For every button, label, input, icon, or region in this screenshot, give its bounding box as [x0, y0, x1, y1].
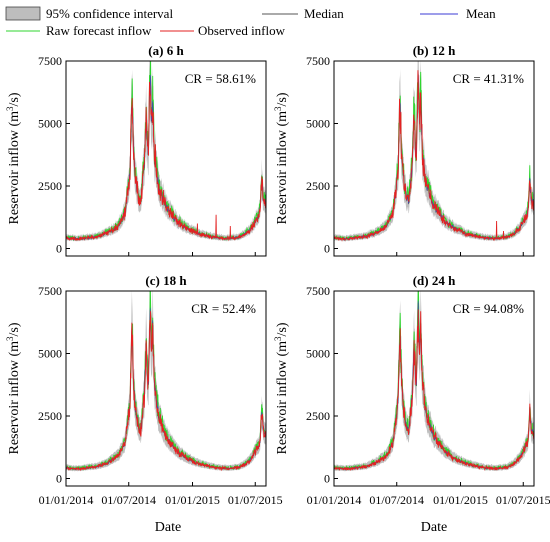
observed-line	[334, 70, 534, 242]
observed-line	[66, 311, 266, 472]
y-tick-label: 2500	[38, 409, 62, 423]
chart-panel-2: 0 2500 5000 7500 (b) 12 h CR = 41.31% Reservoi…	[273, 43, 535, 257]
plot-area	[334, 291, 534, 472]
y-axis-label: Reservoir inflow (m3/s)	[5, 92, 22, 224]
x-tick-label: 01/07/2015	[496, 493, 550, 507]
panel-title: (d) 24 h	[413, 273, 456, 288]
cr-annotation: CR = 58.61%	[185, 71, 256, 86]
plot-area	[66, 61, 266, 242]
y-tick-label: 7500	[38, 284, 62, 298]
cr-annotation: CR = 41.31%	[453, 71, 524, 86]
y-tick-label: 0	[56, 472, 62, 486]
x-axis-label-right: Date	[421, 520, 447, 535]
x-tick-label: 01/01/2015	[433, 493, 488, 507]
x-axis-label-left: Date	[155, 520, 181, 535]
x-tick-label: 01/01/2014	[39, 493, 94, 507]
legend-ci-label: 95% confidence interval	[46, 6, 173, 21]
x-tick-label: 01/07/2014	[369, 493, 424, 507]
x-tick-label: 01/01/2014	[307, 493, 362, 507]
y-tick-label: 2500	[38, 179, 62, 193]
y-tick-label: 2500	[306, 409, 330, 423]
plot-frame	[65, 60, 267, 257]
observed-line	[334, 309, 534, 472]
plot-frame	[65, 290, 267, 487]
legend-mean-label: Mean	[466, 6, 496, 21]
y-tick-label: 2500	[306, 179, 330, 193]
legend-obs-label: Observed inflow	[198, 23, 286, 38]
y-axis-label: Reservoir inflow (m3/s)	[5, 322, 22, 454]
y-tick-label: 7500	[38, 54, 62, 68]
legend-raw-label: Raw forecast inflow	[46, 23, 152, 38]
plot-frame	[333, 60, 535, 257]
cr-annotation: CR = 94.08%	[453, 301, 524, 316]
legend-median-label: Median	[304, 6, 344, 21]
panel-title: (a) 6 h	[148, 43, 184, 58]
ci-band	[334, 61, 534, 242]
plot-frame	[333, 290, 535, 487]
y-tick-label: 5000	[38, 347, 62, 361]
plot-area	[334, 61, 534, 242]
cr-annotation: CR = 52.4%	[191, 301, 256, 316]
ci-swatch	[5, 6, 41, 21]
chart-panel-1: 0 2500 5000 7500 (a) 6 hCR = 58.61% Reservoir…	[5, 43, 267, 257]
y-tick-label: 0	[324, 242, 330, 256]
legend: 95% confidence interval Median Mean Raw …	[5, 6, 496, 38]
plot-area	[66, 291, 266, 472]
y-tick-label: 5000	[306, 347, 330, 361]
panel-title: (b) 12 h	[413, 43, 456, 58]
y-axis-label: Reservoir inflow (m3/s)	[273, 92, 290, 224]
x-tick-label: 01/07/2014	[101, 493, 156, 507]
y-tick-label: 5000	[306, 117, 330, 131]
panel-title: (c) 18 h	[145, 273, 187, 288]
x-tick-label: 01/01/2015	[165, 493, 220, 507]
y-axis-label: Reservoir inflow (m3/s)	[273, 322, 290, 454]
observed-line	[66, 81, 266, 242]
y-tick-label: 7500	[306, 284, 330, 298]
chart-panel-3: 0 2500 5000 7500 01/01/2014 01/07/2014 01/01/2…	[5, 273, 283, 507]
y-tick-label: 0	[56, 242, 62, 256]
chart-panel-4: 0 2500 5000 7500 01/01/2014 01/07/2014 01/01/2…	[273, 273, 550, 507]
y-tick-label: 5000	[38, 117, 62, 131]
x-tick-label: 01/07/2015	[228, 493, 283, 507]
y-tick-label: 7500	[306, 54, 330, 68]
y-tick-label: 0	[324, 472, 330, 486]
